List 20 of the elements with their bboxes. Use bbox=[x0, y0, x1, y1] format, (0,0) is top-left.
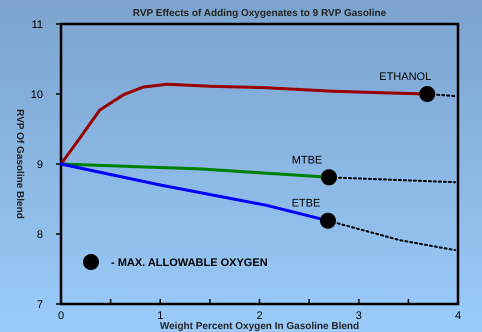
series-label: ETBE bbox=[292, 198, 320, 210]
x-tick-label: 0 bbox=[58, 310, 64, 322]
y-axis-title: RVP Of Gasoline Blend bbox=[14, 109, 25, 219]
y-tick-label: 8 bbox=[36, 229, 43, 241]
y-tick-label: 7 bbox=[36, 299, 43, 311]
point bbox=[320, 212, 336, 229]
series-label: ETHANOL bbox=[379, 71, 432, 83]
x-axis-title: Weight Percent Oxygen In Gasoline Blend bbox=[160, 321, 360, 332]
chart-title: RVP Effects of Adding Oxygenates to 9 RVP Gasoline bbox=[132, 8, 387, 19]
y-tick-label: 9 bbox=[36, 159, 43, 171]
y-tick-label: 11 bbox=[32, 19, 43, 31]
point bbox=[320, 169, 337, 186]
x-tick-label: 3 bbox=[356, 310, 362, 322]
legend-label: - MAX. ALLOWABLE OXYGEN bbox=[111, 257, 268, 269]
x-tick-label: 1 bbox=[157, 310, 164, 322]
series-label: MTBE bbox=[292, 154, 322, 166]
y-tick-label: 10 bbox=[30, 89, 43, 101]
x-tick-label: 2 bbox=[256, 310, 263, 322]
point bbox=[419, 86, 436, 102]
x-tick-label: 4 bbox=[454, 310, 462, 322]
